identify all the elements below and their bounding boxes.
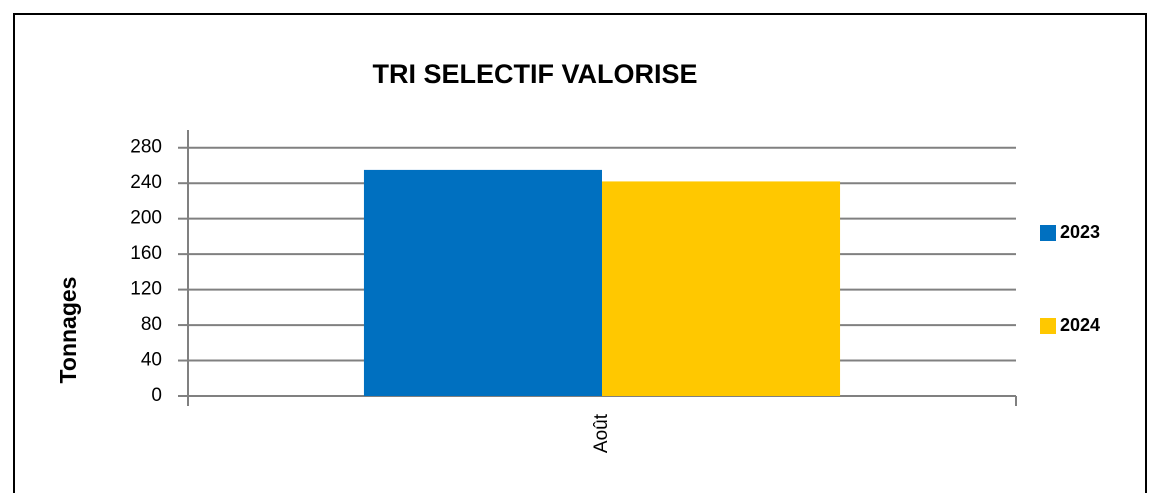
legend-label: 2024 — [1060, 315, 1100, 335]
y-tick-label: 160 — [130, 243, 162, 264]
legend-label: 2023 — [1060, 222, 1100, 242]
legend-swatch — [1040, 225, 1056, 241]
x-tick-label: Août — [591, 413, 612, 453]
y-tick-label: 80 — [141, 314, 162, 335]
y-tick-label: 240 — [130, 172, 162, 193]
legend-swatch — [1040, 318, 1056, 334]
y-tick-label: 280 — [130, 137, 162, 158]
y-tick-label: 0 — [151, 385, 162, 406]
bar — [363, 169, 602, 396]
chart-title: TRI SELECTIF VALORISE — [372, 59, 697, 89]
y-tick-label: 120 — [130, 279, 162, 300]
y-tick-label: 40 — [141, 350, 162, 371]
y-axis-label: Tonnages — [55, 277, 81, 384]
bar — [602, 181, 841, 396]
y-tick-label: 200 — [130, 208, 162, 229]
